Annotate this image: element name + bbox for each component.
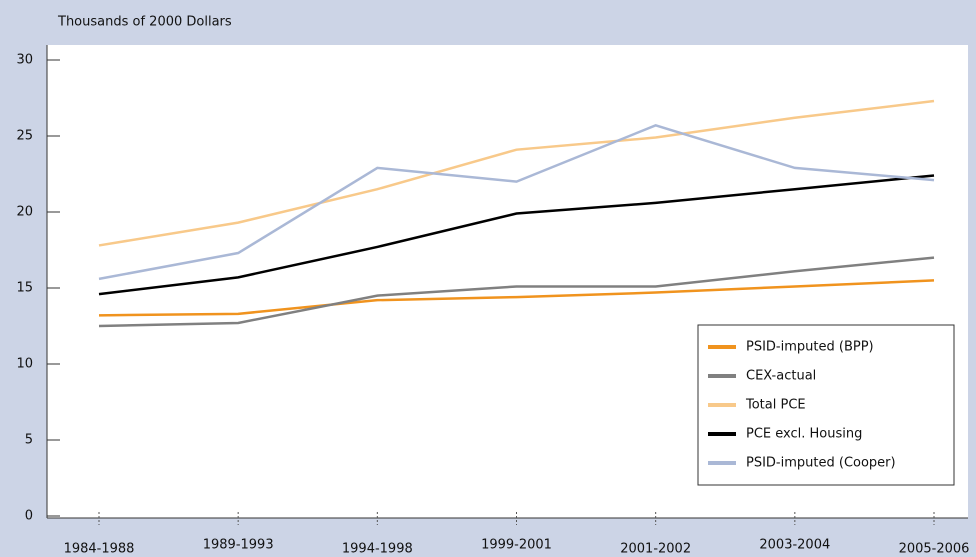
series-line [98, 99, 935, 247]
series-line [98, 124, 935, 281]
x-tick-label: 2003-2004 [759, 538, 830, 553]
x-tick-label: 1989-1993 [203, 538, 274, 553]
y-tick-label: 10 [16, 357, 33, 372]
y-axis-label: Thousands of 2000 Dollars [57, 15, 232, 30]
legend-box [697, 324, 955, 486]
x-tick-label: 2005-2006 [899, 542, 970, 557]
series-line [98, 256, 935, 328]
legend-label: PSID-imputed (BPP) [746, 340, 874, 355]
legend-label: Total PCE [745, 398, 806, 413]
legend-label: PSID-imputed (Cooper) [746, 456, 896, 471]
x-tick-label: 2001-2002 [620, 542, 691, 557]
y-tick-label: 25 [16, 129, 33, 144]
series-line [98, 174, 935, 296]
y-tick-label: 5 [25, 433, 33, 448]
legend-label: PCE excl. Housing [746, 427, 862, 442]
y-tick-label: 0 [25, 509, 33, 524]
x-tick-label: 1984-1988 [64, 542, 135, 557]
y-tick-label: 30 [16, 53, 33, 68]
y-tick-label: 15 [16, 281, 33, 296]
series-line [98, 279, 935, 317]
legend-label: CEX-actual [746, 369, 816, 384]
x-tick-label: 1999-2001 [481, 538, 552, 553]
y-tick-label: 20 [16, 205, 33, 220]
x-tick-label: 1994-1998 [342, 542, 413, 557]
